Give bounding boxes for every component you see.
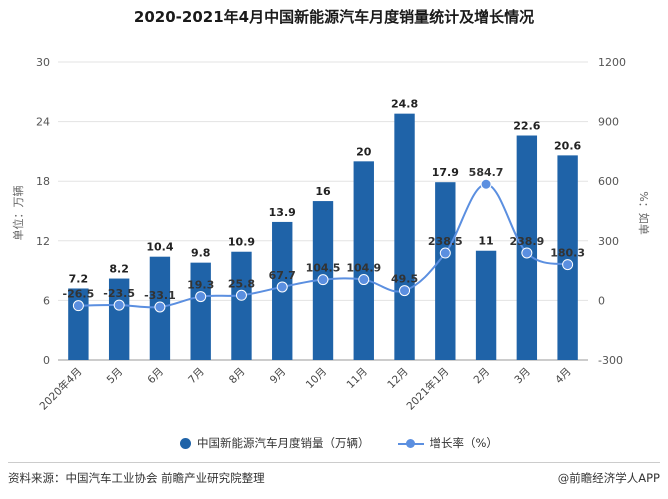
bar (108, 278, 130, 360)
line-value-label: 584.7 (469, 166, 504, 179)
x-tick-label: 12月 (385, 366, 410, 391)
line-point (154, 301, 166, 313)
line-value-label: 180.3 (550, 247, 585, 260)
footer-divider (8, 462, 660, 463)
line-point (195, 291, 207, 303)
legend-item-sales: 中国新能源汽车月度销量（万辆） (180, 435, 370, 451)
x-tick-label: 9月 (268, 366, 289, 387)
legend-bar-marker (180, 437, 191, 449)
line-series (72, 178, 574, 313)
x-tick-label: 10月 (304, 366, 329, 391)
x-tick-label: 6月 (145, 366, 166, 387)
bar (394, 113, 415, 360)
bar-value-label: 10.9 (228, 236, 255, 249)
line-point (562, 259, 574, 271)
bar-value-label: 20 (356, 145, 372, 158)
line-value-label: -23.5 (103, 287, 135, 300)
bar-value-label: 10.4 (146, 241, 173, 254)
line-value-label: 104.9 (346, 262, 381, 275)
bar-value-label: 8.2 (109, 263, 129, 276)
line-point (358, 274, 370, 286)
bar-value-label: 11 (478, 235, 493, 248)
left-tick-label: 18 (36, 175, 50, 188)
right-axis-label: %：如单 (637, 191, 651, 234)
left-tick-label: 30 (36, 56, 50, 69)
bar-value-label: 22.6 (513, 120, 540, 133)
bar (557, 155, 578, 360)
bar-value-label: 17.9 (432, 166, 459, 179)
x-tick-label: 11月 (345, 366, 370, 391)
x-tick-label: 8月 (227, 366, 248, 387)
bar-value-label: 24.8 (391, 98, 418, 111)
chart-title: 2020-2021年4月中国新能源汽车月度销量统计及增长情况 (133, 8, 535, 26)
x-tick-label: 4月 (553, 366, 574, 387)
right-tick-label: 600 (598, 175, 619, 188)
line-point (317, 274, 329, 286)
legend-line-marker (397, 438, 424, 449)
x-tick-label: 7月 (186, 366, 207, 387)
left-tick-label: 6 (43, 294, 50, 307)
bar-data-labels: 7.2 8.2 10.4 9.8 10.9 13.9 16 20 24.8 17.9 11 22.6 2… (69, 98, 582, 286)
right-tick-label: -300 (598, 354, 623, 367)
bar-value-label: 7.2 (69, 272, 89, 285)
line-point (521, 247, 533, 259)
x-tick-label: 2020年4月 (37, 365, 85, 413)
x-tick-label: 5月 (105, 366, 126, 387)
line-point (480, 178, 492, 190)
line-value-label: 19.3 (187, 279, 214, 292)
x-tick-label: 2月 (472, 366, 493, 387)
bar (231, 251, 252, 360)
right-tick-label: 300 (598, 235, 619, 248)
bar-value-label: 13.9 (269, 206, 296, 219)
line-value-label: 67.7 (269, 269, 296, 282)
bar (475, 250, 497, 360)
left-tick-label: 0 (43, 354, 50, 367)
line-value-label: 104.5 (306, 262, 341, 275)
line-value-label: 25.8 (228, 277, 255, 290)
legend-sales-label: 中国新能源汽车月度销量（万辆） (197, 436, 370, 450)
bar-value-label: 20.6 (554, 139, 581, 152)
left-axis-ticks: 0 6 12 18 24 30 (36, 56, 50, 367)
line-point (399, 285, 411, 297)
source-note: 资料来源：中国汽车工业协会 前瞻产业研究院整理 (8, 471, 265, 485)
right-axis-ticks: -300 0 300 600 900 1200 (598, 56, 626, 367)
line-point (72, 300, 84, 312)
legend-growth-label: 增长率（%） (429, 436, 498, 450)
line-point (235, 289, 247, 301)
bar-value-label: 16 (315, 185, 331, 198)
bar (435, 182, 456, 360)
bar-value-label: 9.8 (191, 247, 211, 260)
left-tick-label: 12 (36, 235, 50, 248)
line-value-label: -33.1 (144, 289, 176, 302)
right-tick-label: 0 (598, 294, 605, 307)
left-axis-label: 单位：万辆 (11, 186, 25, 241)
right-tick-label: 1200 (598, 56, 626, 69)
legend: 中国新能源汽车月度销量（万辆） 增长率（%） (180, 434, 580, 452)
bar (353, 161, 374, 360)
line-value-label: -26.5 (63, 288, 95, 301)
line-value-label: 238.5 (428, 235, 463, 248)
x-tick-label: 2021年1月 (404, 365, 452, 413)
brand-credit: @前瞻经济学人APP (557, 471, 660, 485)
x-tick-label: 3月 (512, 366, 533, 387)
line-value-label: 49.5 (391, 273, 418, 286)
line-point (439, 247, 451, 259)
right-tick-label: 900 (598, 116, 619, 129)
line-data-labels: -26.5 -23.5 -33.1 19.3 25.8 67.7 104.5 104.9 49.… (63, 166, 585, 302)
bar-series (68, 113, 578, 360)
line-point (113, 299, 125, 311)
legend-item-growth: 增长率（%） (397, 435, 498, 451)
line-value-label: 238.9 (509, 235, 544, 248)
left-tick-label: 24 (36, 116, 50, 129)
bar (190, 262, 211, 360)
line-point (276, 281, 288, 293)
